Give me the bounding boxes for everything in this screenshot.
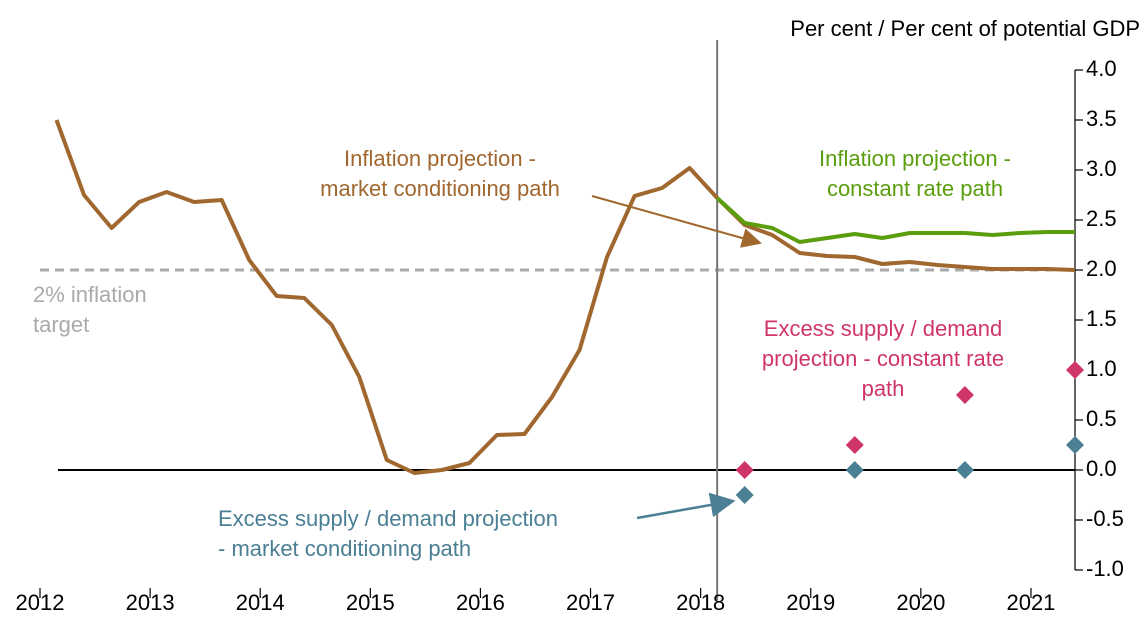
y-tick-label: 0.0 xyxy=(1086,456,1117,481)
annotation: constant rate path xyxy=(827,176,1003,201)
y-tick-label: -1.0 xyxy=(1086,556,1124,581)
y-tick-label: 3.0 xyxy=(1086,156,1117,181)
annotation: Inflation projection - xyxy=(344,146,536,171)
diamond-marker xyxy=(1066,436,1084,454)
y-tick-label: -0.5 xyxy=(1086,506,1124,531)
annotation-arrow xyxy=(591,195,762,248)
x-tick-label: 2015 xyxy=(346,590,395,615)
annotation: - market conditioning path xyxy=(218,536,471,561)
y-tick-label: 2.5 xyxy=(1086,206,1117,231)
y-tick-label: 1.5 xyxy=(1086,306,1117,331)
annotation: Inflation projection - xyxy=(819,146,1011,171)
annotation: path xyxy=(862,376,905,401)
x-tick-label: 2018 xyxy=(676,590,725,615)
series-line xyxy=(715,196,1075,244)
y-tick-label: 2.0 xyxy=(1086,256,1117,281)
x-tick-label: 2013 xyxy=(126,590,175,615)
annotation: 2% inflation xyxy=(33,282,147,307)
y-tick-label: 3.5 xyxy=(1086,106,1117,131)
annotation-arrow xyxy=(636,492,736,520)
series-line xyxy=(54,119,1076,475)
diamond-marker xyxy=(845,436,864,454)
x-tick-label: 2016 xyxy=(456,590,505,615)
y-tick-label: 0.5 xyxy=(1086,406,1117,431)
diamond-marker xyxy=(955,386,974,404)
annotation: target xyxy=(33,312,89,337)
y-tick-label: 1.0 xyxy=(1086,356,1117,381)
x-tick-label: 2014 xyxy=(236,590,285,615)
x-tick-label: 2012 xyxy=(16,590,65,615)
x-tick-label: 2020 xyxy=(896,590,945,615)
diamond-marker xyxy=(735,486,754,504)
annotation: projection - constant rate xyxy=(762,346,1004,371)
x-tick-label: 2017 xyxy=(566,590,615,615)
annotation: Excess supply / demand projection xyxy=(218,506,558,531)
y-tick-label: 4.0 xyxy=(1086,56,1117,81)
x-tick-label: 2019 xyxy=(786,590,835,615)
annotation: Excess supply / demand xyxy=(764,316,1002,341)
diamond-marker xyxy=(735,461,754,479)
diamond-marker xyxy=(955,461,974,479)
annotation: market conditioning path xyxy=(320,176,560,201)
axis-unit-label: Per cent / Per cent of potential GDP xyxy=(790,16,1140,41)
x-tick-label: 2021 xyxy=(1006,590,1055,615)
diamond-marker xyxy=(1066,361,1084,379)
diamond-marker xyxy=(845,461,864,479)
